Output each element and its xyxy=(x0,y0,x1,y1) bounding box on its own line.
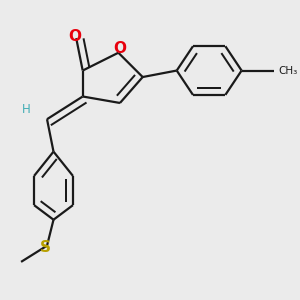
Text: O: O xyxy=(68,29,81,44)
Text: CH₃: CH₃ xyxy=(278,65,297,76)
Text: H: H xyxy=(22,103,30,116)
Text: S: S xyxy=(40,240,51,255)
Text: O: O xyxy=(113,41,127,56)
